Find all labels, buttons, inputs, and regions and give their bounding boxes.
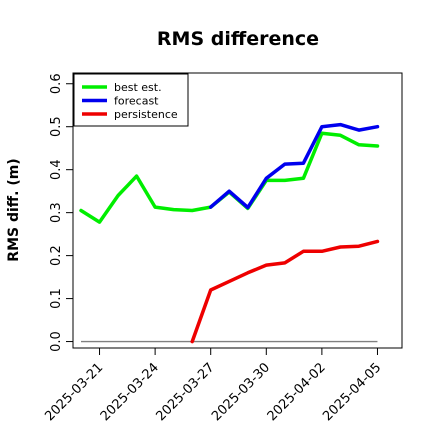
x-tick-label: 2025-03-21: [42, 360, 106, 424]
y-tick-label: 0.1: [49, 288, 64, 309]
y-tick-label: 0.5: [49, 116, 64, 137]
series-line-forecast: [208, 122, 380, 210]
y-tick-label: 0.3: [49, 202, 64, 223]
series-line-persistence: [190, 239, 380, 344]
plot-area: 0.00.10.20.30.40.50.62025-03-212025-03-2…: [42, 72, 403, 424]
chart-title: RMS difference: [157, 28, 319, 50]
x-tick-label: 2025-03-27: [153, 360, 217, 424]
y-tick-label: 0.6: [49, 73, 64, 94]
x-tick-label: 2025-04-02: [265, 360, 329, 424]
y-tick-label: 0.0: [49, 331, 64, 352]
y-tick-label: 0.4: [49, 159, 64, 180]
x-tick-label: 2025-03-30: [209, 360, 273, 424]
x-tick-label: 2025-04-05: [320, 360, 384, 424]
legend-entry-label: best est.: [114, 81, 162, 94]
legend-entry-label: persistence: [114, 108, 178, 121]
legend-entry-label: forecast: [114, 95, 159, 108]
series-line-best-est: [79, 131, 380, 224]
plot-frame: [72, 72, 403, 349]
y-axis-label: RMS diff. (m): [6, 158, 22, 261]
y-tick-label: 0.2: [49, 245, 64, 266]
x-tick-label: 2025-03-24: [98, 360, 162, 424]
